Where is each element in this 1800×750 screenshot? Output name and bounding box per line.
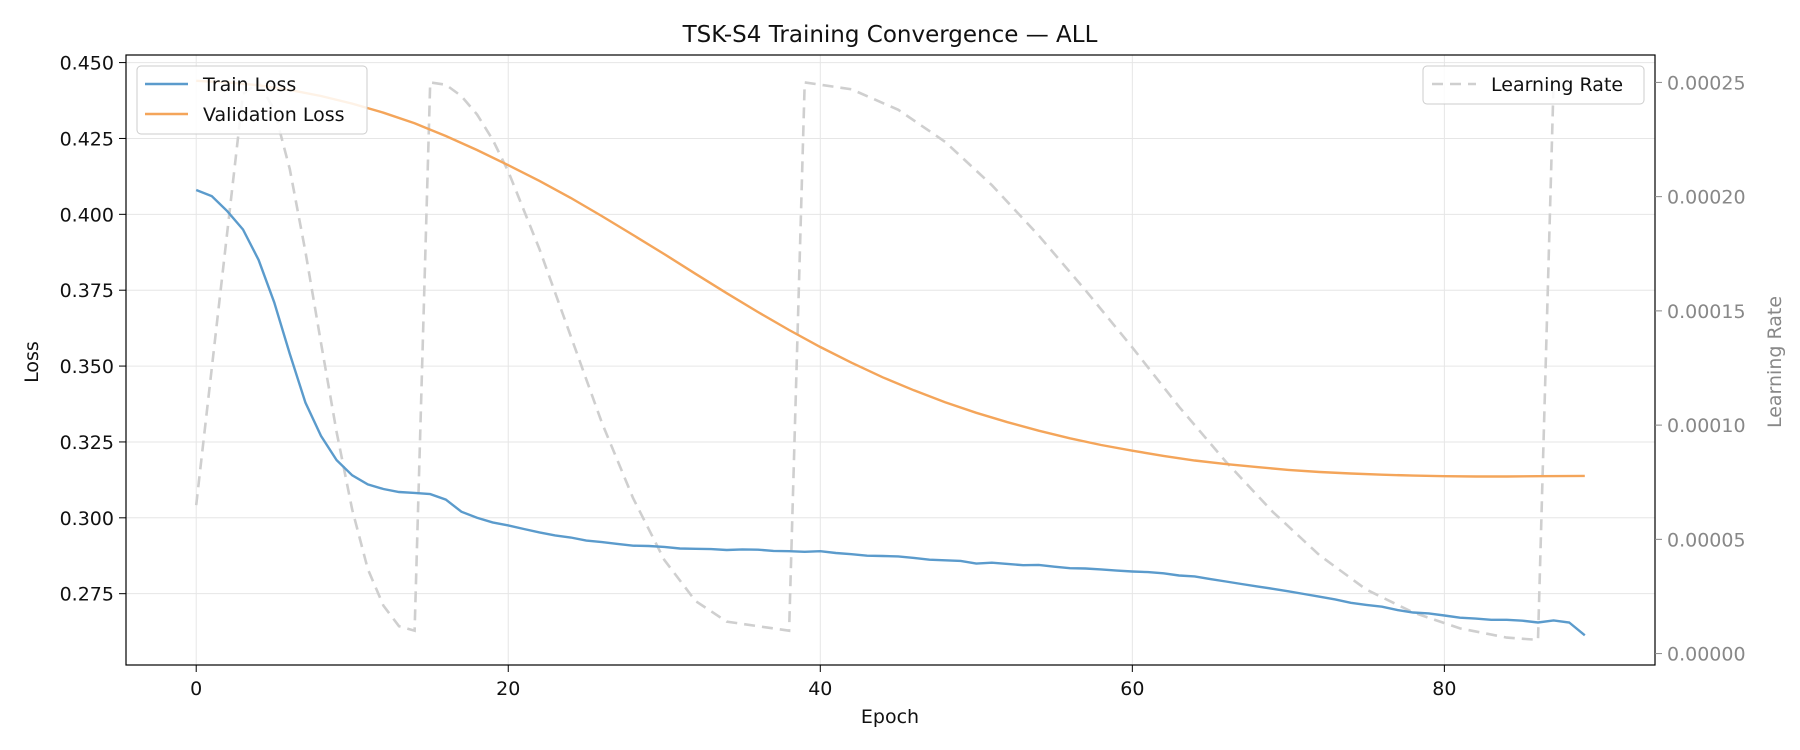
x-tick-label: 60: [1120, 678, 1144, 700]
y-tick-label: 0.325: [60, 432, 114, 454]
plot-frame: [125, 54, 1656, 666]
y2-tick-label: 0.00000: [1667, 644, 1746, 666]
legend-train-label: Train Loss: [202, 74, 296, 96]
x-tick-label: 40: [808, 678, 832, 700]
y2-axis-label: Learning Rate: [1764, 296, 1786, 428]
y-tick-label: 0.450: [60, 53, 114, 75]
y2-tick-label: 0.00005: [1667, 529, 1746, 551]
x-tick-label: 0: [190, 678, 202, 700]
y-tick-label: 0.425: [60, 128, 114, 150]
train-loss-line: [195, 188, 1586, 637]
legend-loss-box: [136, 65, 368, 135]
y-tick-label: 0.275: [60, 584, 114, 606]
y2-tick-label: 0.00015: [1667, 301, 1746, 323]
chart-title: TSK-S4 Training Convergence — ALL: [682, 22, 1098, 48]
legend-validation-label: Validation Loss: [203, 104, 345, 126]
legend-lr-label: Learning Rate: [1491, 74, 1623, 96]
y-tick-label: 0.300: [60, 508, 114, 530]
y-axis-ticks: 0.275 0.300 0.325 0.350 0.375 0.400 0.425 0.450: [60, 53, 126, 606]
y2-axis-ticks: 0.00000 0.00005 0.00010 0.00015 0.00020 0.000…: [1655, 72, 1746, 666]
x-axis-ticks: 0 20 40 60 80: [190, 665, 1456, 700]
legend-loss: Train Loss Validation Loss: [136, 65, 368, 135]
x-axis-label: Epoch: [861, 706, 919, 728]
grid: [126, 55, 1655, 665]
x-tick-label: 80: [1432, 678, 1456, 700]
x-tick-label: 20: [496, 678, 520, 700]
y2-tick-label: 0.00020: [1667, 187, 1746, 209]
y2-tick-label: 0.00025: [1667, 72, 1746, 94]
learning-rate-line: [194, 80, 1555, 642]
legend-lr-box: [1422, 65, 1645, 105]
y-axis-label: Loss: [21, 341, 43, 383]
legend-learning-rate: Learning Rate: [1422, 65, 1645, 105]
y2-tick-label: 0.00010: [1667, 415, 1746, 437]
y-tick-label: 0.350: [60, 356, 114, 378]
series-lines: [194, 79, 1586, 642]
y-tick-label: 0.400: [60, 204, 114, 226]
y-tick-label: 0.375: [60, 280, 114, 302]
validation-loss-line: [196, 79, 1585, 478]
